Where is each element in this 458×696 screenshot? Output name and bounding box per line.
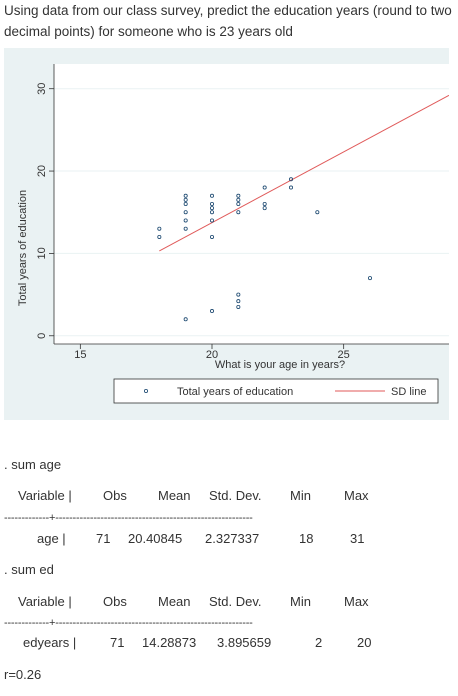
header-variable: Variable | — [18, 594, 72, 609]
header-max: Max — [344, 594, 369, 609]
header-mean: Mean — [158, 594, 191, 609]
data-point — [183, 226, 188, 231]
command-sum-ed: . sum ed — [4, 562, 54, 577]
data-point — [209, 201, 214, 206]
data-point — [367, 276, 372, 281]
y-axis-label: Total years of education — [17, 190, 29, 306]
row-max: 20 — [357, 635, 372, 650]
scatter-plot: 0 10 20 30 15 20 25 Total years of education W… — [4, 48, 449, 420]
y-tick-label: 0 — [36, 333, 48, 339]
x-tick-label: 20 — [206, 349, 218, 361]
data-point — [236, 304, 241, 309]
header-min: Min — [290, 594, 311, 609]
header-obs: Obs — [103, 594, 127, 609]
data-point — [262, 185, 267, 190]
table-divider: -------------+--------------------------… — [4, 512, 253, 524]
sd-line — [159, 94, 449, 252]
row-std-dev: 3.895659 — [217, 635, 272, 650]
y-tick-label: 10 — [36, 247, 48, 259]
row-mean: 14.28873 — [142, 635, 197, 650]
chart-legend: Total years of education SD line — [113, 378, 439, 404]
data-point — [209, 234, 214, 239]
header-variable: Variable | — [18, 488, 72, 503]
header-std-dev: Std. Dev. — [209, 594, 262, 609]
y-tick-label: 30 — [36, 83, 48, 95]
data-point — [262, 201, 267, 206]
data-point — [183, 210, 188, 215]
data-point — [183, 201, 188, 206]
table-divider: -------------+--------------------------… — [4, 617, 253, 629]
x-tick-label: 15 — [74, 349, 86, 361]
data-point — [183, 197, 188, 202]
command-sum-age: . sum age — [4, 457, 62, 472]
header-mean: Mean — [158, 488, 191, 503]
data-point — [209, 193, 214, 198]
legend-marker-education — [143, 388, 148, 393]
data-point — [236, 201, 241, 206]
header-std-dev: Std. Dev. — [209, 488, 262, 503]
row-max: 31 — [350, 531, 365, 546]
row-obs: 71 — [110, 635, 125, 650]
data-point — [315, 210, 320, 215]
legend-label-education: Total years of education — [177, 386, 293, 398]
question-text: Using data from our class survey, predic… — [4, 3, 452, 39]
data-point — [209, 309, 214, 314]
data-point — [183, 193, 188, 198]
legend-label-sd-line: SD line — [391, 386, 426, 398]
header-obs: Obs — [103, 488, 127, 503]
data-point — [236, 193, 241, 198]
data-point — [209, 210, 214, 215]
data-point — [236, 292, 241, 297]
row-min: 18 — [299, 531, 314, 546]
x-tick-label: 25 — [338, 349, 350, 361]
header-max: Max — [344, 488, 369, 503]
correlation-value: r=0.26 — [4, 667, 42, 682]
data-point — [209, 206, 214, 211]
row-std-dev: 2.327337 — [205, 531, 260, 546]
data-point — [236, 210, 241, 215]
y-tick-label: 20 — [36, 165, 48, 177]
data-point — [288, 185, 293, 190]
data-point — [236, 197, 241, 202]
row-obs: 71 — [96, 531, 111, 546]
data-point — [209, 218, 214, 223]
row-min: 2 — [315, 635, 323, 650]
scatter-chart-svg: 0 10 20 30 15 20 25 Total years of education W… — [17, 64, 449, 404]
row-variable: edyears | — [23, 635, 77, 650]
data-point — [157, 226, 162, 231]
data-point — [183, 218, 188, 223]
x-axis-label: What is your age in years? — [215, 359, 345, 371]
row-variable: age | — [37, 531, 66, 546]
data-point — [288, 177, 293, 182]
data-point — [262, 206, 267, 211]
header-min: Min — [290, 488, 311, 503]
plot-area — [54, 64, 449, 344]
data-point — [157, 234, 162, 239]
row-mean: 20.40845 — [128, 531, 183, 546]
data-point — [183, 317, 188, 322]
data-point — [236, 299, 241, 304]
